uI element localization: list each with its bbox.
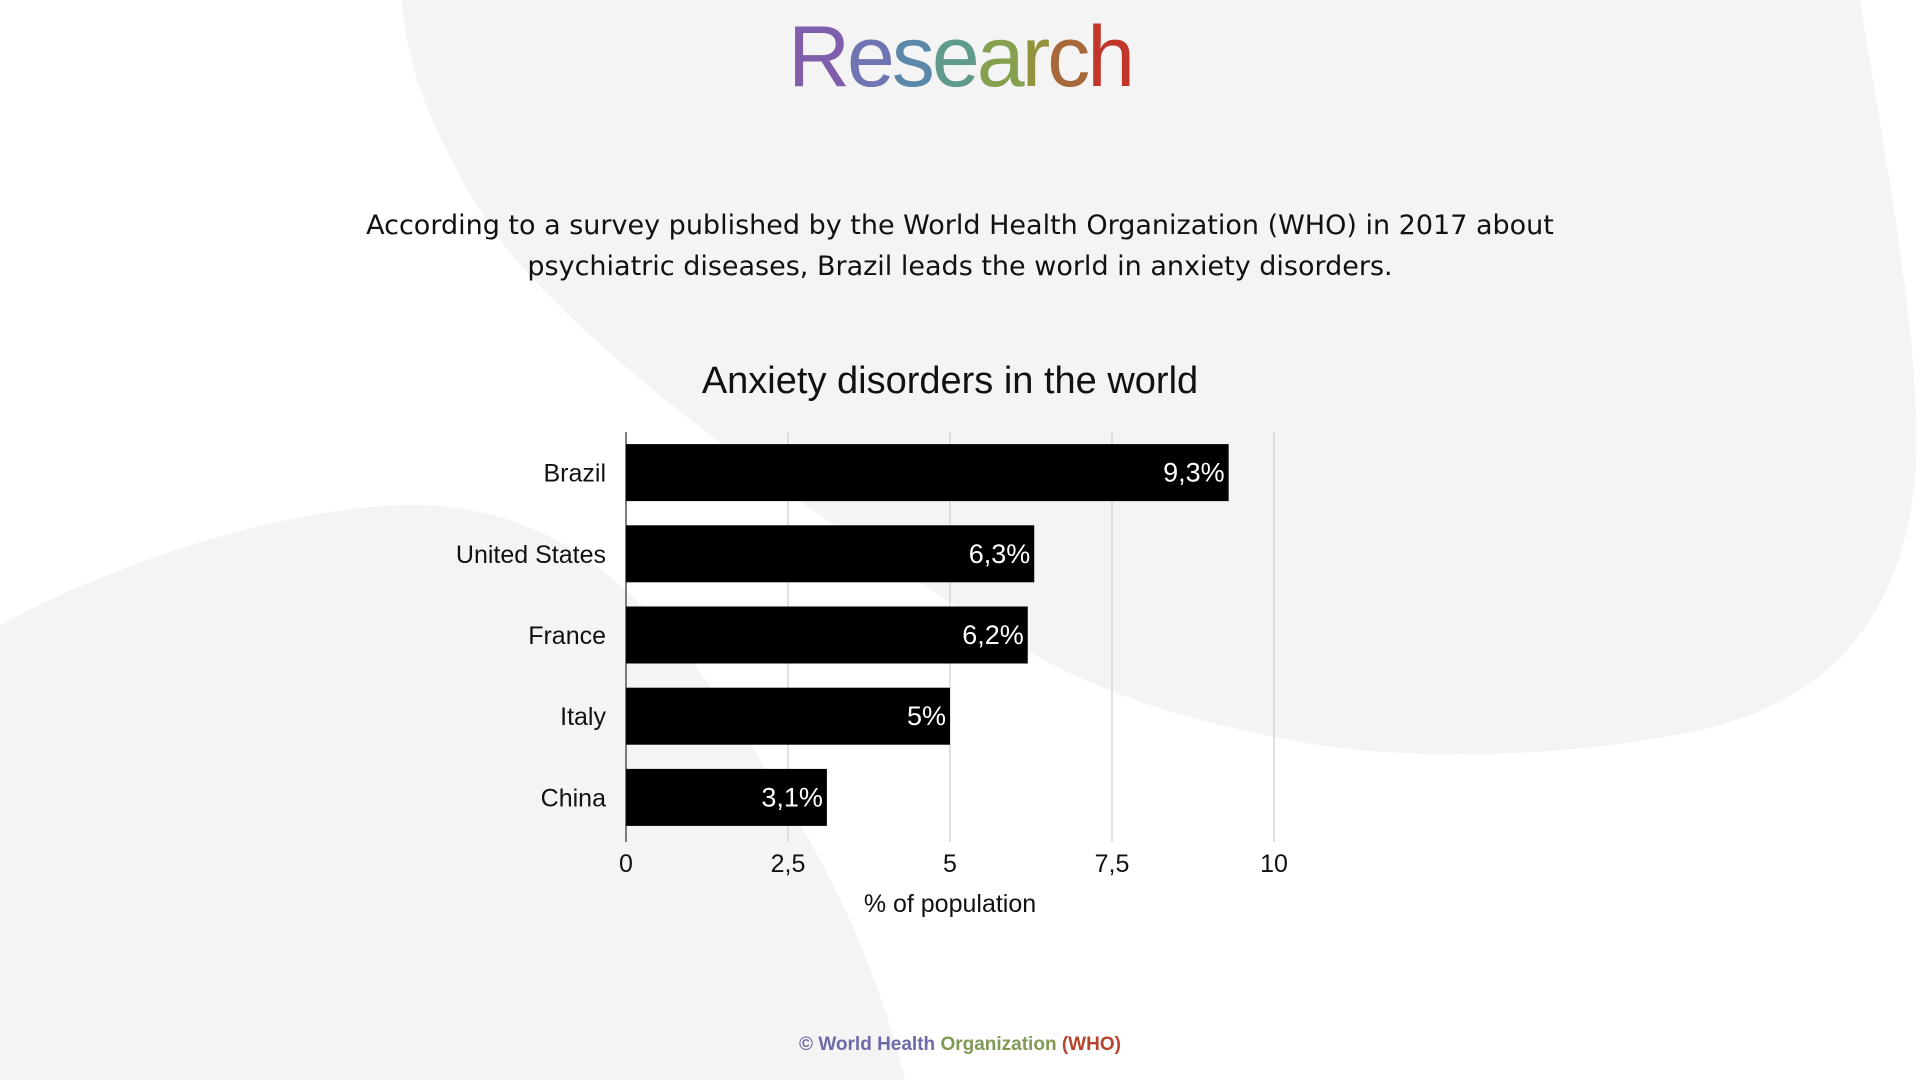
x-axis-ticks: 0 2,5 5 7,5 10 (619, 850, 1288, 878)
title-letter: a (976, 9, 1025, 105)
bar-value-label: 6,3% (969, 539, 1031, 569)
page-title: Research (0, 10, 1920, 105)
bar-value-label: 5% (907, 701, 946, 731)
source-credit-part: (WHO) (1061, 1034, 1121, 1055)
title-letter: e (847, 9, 895, 105)
x-tick-label: 10 (1260, 850, 1288, 878)
title-letter: r (1021, 9, 1051, 105)
category-label: China (541, 784, 606, 812)
chart-title: Anxiety disorders in the world (702, 360, 1198, 402)
category-label: Brazil (543, 460, 606, 488)
category-labels: Brazil United States France Italy China (456, 460, 607, 813)
bar-value-label: 9,3% (1163, 458, 1225, 488)
bar-value-label: 6,2% (962, 620, 1024, 650)
category-label: France (528, 622, 606, 650)
bar (626, 525, 1035, 583)
intro-text: According to a survey published by the W… (366, 210, 1554, 282)
x-axis-label: % of population (864, 890, 1036, 918)
x-tick-label: 7,5 (1095, 850, 1130, 878)
title-letter: R (787, 9, 850, 105)
title-letter: c (1047, 9, 1090, 105)
x-tick-label: 0 (619, 850, 633, 878)
title-letter: h (1087, 9, 1135, 105)
bar (626, 687, 950, 745)
background-blob-right (402, 0, 1917, 755)
x-tick-label: 2,5 (771, 850, 806, 878)
bar-value-label: 3,1% (761, 782, 823, 812)
source-credit-part: Organization (940, 1034, 1062, 1055)
source-credit: © World Health Organization (WHO) (0, 1034, 1920, 1056)
x-tick-label: 5 (943, 850, 957, 878)
bar (626, 768, 827, 826)
category-label: Italy (560, 703, 606, 731)
bars: 9,3% 6,3% 6,2% 5% 3,1% (626, 444, 1229, 826)
source-credit-part: © World Health (799, 1034, 941, 1055)
title-letter: e (931, 9, 980, 105)
bar (626, 606, 1028, 664)
category-label: United States (456, 541, 606, 569)
bar (626, 444, 1229, 502)
title-letter: s (891, 9, 935, 105)
